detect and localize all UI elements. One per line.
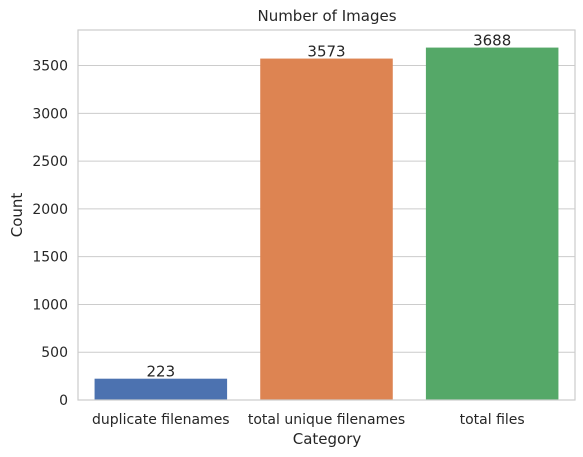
x-axis-ticks: duplicate filenames total unique filename…	[92, 412, 525, 428]
y-tick-label: 500	[41, 345, 68, 361]
y-tick-label: 3500	[32, 59, 68, 75]
y-tick-label: 2000	[32, 202, 68, 218]
data-label: 3573	[307, 43, 345, 61]
data-label: 223	[147, 363, 176, 381]
y-tick-label: 0	[59, 393, 68, 409]
bar	[95, 379, 228, 400]
y-axis-title: Count	[8, 193, 26, 238]
bar	[426, 48, 559, 400]
x-axis-title: Category	[293, 430, 362, 448]
bar	[260, 59, 393, 400]
x-tick-label: duplicate filenames	[92, 412, 230, 428]
x-tick-label: total files	[460, 412, 525, 428]
y-tick-label: 1500	[32, 250, 68, 266]
y-axis-ticks: 0 500 1000 1500 2000 2500 3000 3500	[32, 59, 68, 409]
bars	[95, 48, 559, 400]
chart-title: Number of Images	[257, 7, 396, 25]
x-tick-label: total unique filenames	[248, 412, 405, 428]
y-tick-label: 1000	[32, 297, 68, 313]
data-label: 3688	[473, 32, 511, 50]
y-tick-label: 3000	[32, 106, 68, 122]
y-tick-label: 2500	[32, 154, 68, 170]
